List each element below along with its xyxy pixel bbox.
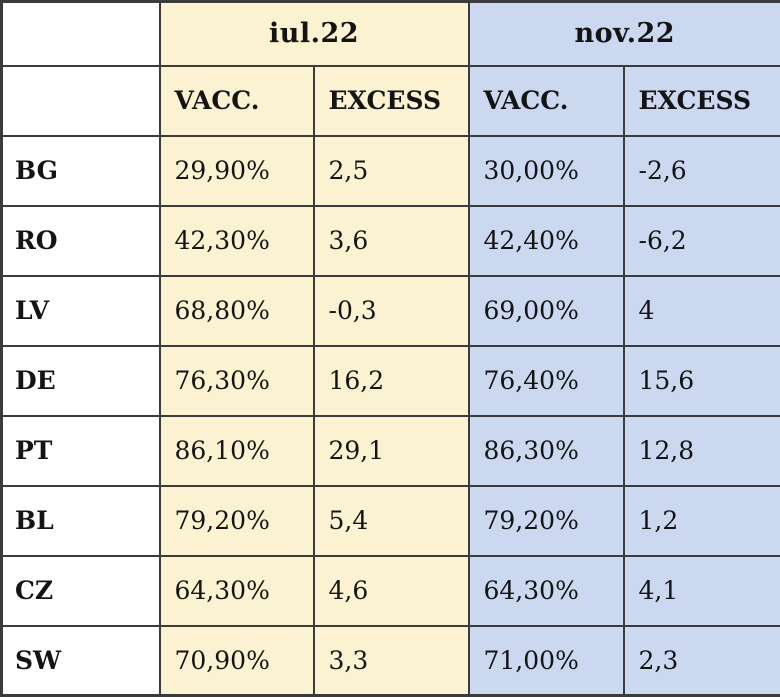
cell-iul-excess: 3,3 [314, 626, 469, 696]
cell-nov-vacc: 64,30% [469, 556, 624, 626]
cell-iul-excess: 4,6 [314, 556, 469, 626]
subheader-nov-excess: EXCESS [624, 66, 780, 136]
table-row-lv: LV 68,80% -0,3 69,00% 4 [2, 276, 780, 346]
cell-iul-vacc: 86,10% [160, 416, 314, 486]
cell-nov-vacc: 86,30% [469, 416, 624, 486]
cell-iul-vacc: 79,20% [160, 486, 314, 556]
cell-iul-vacc: 29,90% [160, 136, 314, 206]
row-label: RO [2, 206, 160, 276]
cell-nov-excess: 1,2 [624, 486, 780, 556]
cell-nov-vacc: 30,00% [469, 136, 624, 206]
table-row-pt: PT 86,10% 29,1 86,30% 12,8 [2, 416, 780, 486]
cell-nov-excess: 15,6 [624, 346, 780, 416]
cell-nov-vacc: 71,00% [469, 626, 624, 696]
cell-nov-excess: -2,6 [624, 136, 780, 206]
cell-iul-vacc: 64,30% [160, 556, 314, 626]
cell-nov-excess: 12,8 [624, 416, 780, 486]
table-row-bg: BG 29,90% 2,5 30,00% -2,6 [2, 136, 780, 206]
cell-iul-vacc: 70,90% [160, 626, 314, 696]
row-label: PT [2, 416, 160, 486]
cell-nov-excess: 2,3 [624, 626, 780, 696]
row-label: SW [2, 626, 160, 696]
cell-nov-excess: 4 [624, 276, 780, 346]
group-header-nov22: nov.22 [469, 2, 780, 66]
row-label: DE [2, 346, 160, 416]
table-row-cz: CZ 64,30% 4,6 64,30% 4,1 [2, 556, 780, 626]
group-header-row: iul.22 nov.22 [2, 2, 780, 66]
row-label: BL [2, 486, 160, 556]
cell-iul-vacc: 42,30% [160, 206, 314, 276]
cell-nov-excess: -6,2 [624, 206, 780, 276]
cell-iul-excess: 3,6 [314, 206, 469, 276]
cell-iul-excess: 2,5 [314, 136, 469, 206]
table-row-sw: SW 70,90% 3,3 71,00% 2,3 [2, 626, 780, 696]
subheader-iul-vacc: VACC. [160, 66, 314, 136]
table-row-bl: BL 79,20% 5,4 79,20% 1,2 [2, 486, 780, 556]
cell-iul-excess: 29,1 [314, 416, 469, 486]
subheader-nov-vacc: VACC. [469, 66, 624, 136]
cell-nov-vacc: 76,40% [469, 346, 624, 416]
cell-nov-vacc: 42,40% [469, 206, 624, 276]
row-label: LV [2, 276, 160, 346]
row-label: BG [2, 136, 160, 206]
cell-iul-vacc: 68,80% [160, 276, 314, 346]
cell-nov-vacc: 69,00% [469, 276, 624, 346]
cell-nov-vacc: 79,20% [469, 486, 624, 556]
corner-cell-sub [2, 66, 160, 136]
table-row-ro: RO 42,30% 3,6 42,40% -6,2 [2, 206, 780, 276]
corner-cell-top [2, 2, 160, 66]
cell-iul-excess: -0,3 [314, 276, 469, 346]
cell-iul-excess: 5,4 [314, 486, 469, 556]
cell-nov-excess: 4,1 [624, 556, 780, 626]
group-header-iul22: iul.22 [160, 2, 469, 66]
subheader-iul-excess: EXCESS [314, 66, 469, 136]
cell-iul-excess: 16,2 [314, 346, 469, 416]
cell-iul-vacc: 76,30% [160, 346, 314, 416]
row-label: CZ [2, 556, 160, 626]
table-row-de: DE 76,30% 16,2 76,40% 15,6 [2, 346, 780, 416]
sub-header-row: VACC. EXCESS VACC. EXCESS [2, 66, 780, 136]
